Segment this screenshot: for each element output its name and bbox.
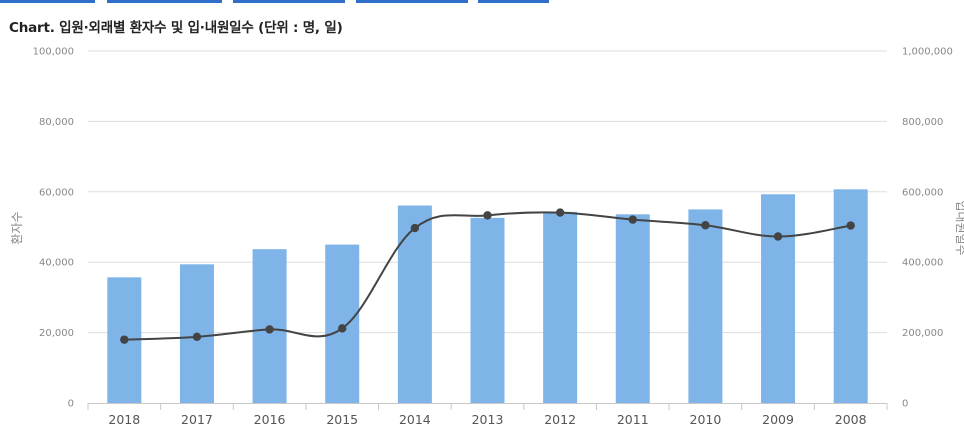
line-point[interactable]: [483, 211, 492, 220]
tab-bar: [0, 0, 964, 3]
y2-tick-label: 800,000: [902, 117, 943, 128]
tab-2[interactable]: [107, 0, 222, 3]
bar[interactable]: [833, 189, 868, 403]
x-tick-label: 2013: [472, 412, 504, 427]
bar[interactable]: [397, 205, 432, 403]
line-point[interactable]: [773, 232, 783, 241]
bar[interactable]: [761, 194, 796, 403]
y2-tick-label: 1,000,000: [902, 47, 953, 58]
line-point[interactable]: [120, 335, 129, 344]
x-tick-label: 2009: [762, 412, 794, 427]
bar[interactable]: [470, 217, 505, 403]
x-tick-label: 2017: [181, 412, 213, 427]
tab-5[interactable]: [478, 0, 549, 3]
y-tick-label: 100,000: [33, 47, 74, 58]
x-tick-label: 2012: [544, 412, 576, 427]
y2-axis-title: 입내원일수: [954, 200, 964, 255]
bar[interactable]: [615, 214, 650, 403]
y2-tick-label: 400,000: [902, 258, 943, 269]
y-tick-label: 80,000: [39, 117, 74, 128]
bar[interactable]: [543, 211, 578, 403]
tab-3[interactable]: [233, 0, 345, 3]
y-axis-title: 환자수: [10, 211, 24, 244]
bar[interactable]: [325, 244, 360, 403]
x-tick-label: 2010: [690, 412, 722, 427]
line-point[interactable]: [410, 223, 420, 233]
y-tick-label: 60,000: [39, 187, 74, 198]
line-point[interactable]: [701, 221, 710, 230]
tab-1[interactable]: [0, 0, 95, 3]
line-point[interactable]: [555, 208, 565, 217]
y2-tick-label: 200,000: [902, 328, 943, 339]
bar[interactable]: [688, 209, 723, 403]
series-line: [124, 211, 851, 341]
tab-4[interactable]: [356, 0, 468, 3]
x-tick-label: 2016: [254, 412, 286, 427]
line-point[interactable]: [192, 332, 202, 342]
y-tick-label: 0: [68, 399, 74, 410]
chart-title: Chart. 입원·외래별 환자수 및 입·내원일수 (단위 : 명, 일): [9, 20, 343, 36]
line-point[interactable]: [265, 325, 274, 334]
x-tick-label: 2018: [108, 412, 140, 427]
x-tick-label: 2011: [617, 412, 649, 427]
x-tick-label: 2015: [326, 412, 358, 427]
y-tick-label: 20,000: [39, 328, 74, 339]
x-tick-label: 2008: [835, 412, 867, 427]
y2-tick-label: 600,000: [902, 187, 943, 198]
y2-tick-label: 0: [902, 399, 908, 410]
y-tick-label: 40,000: [39, 258, 74, 269]
line-point[interactable]: [338, 324, 347, 333]
line-point[interactable]: [628, 215, 637, 224]
x-tick-label: 2014: [399, 412, 431, 427]
line-point[interactable]: [846, 221, 855, 230]
